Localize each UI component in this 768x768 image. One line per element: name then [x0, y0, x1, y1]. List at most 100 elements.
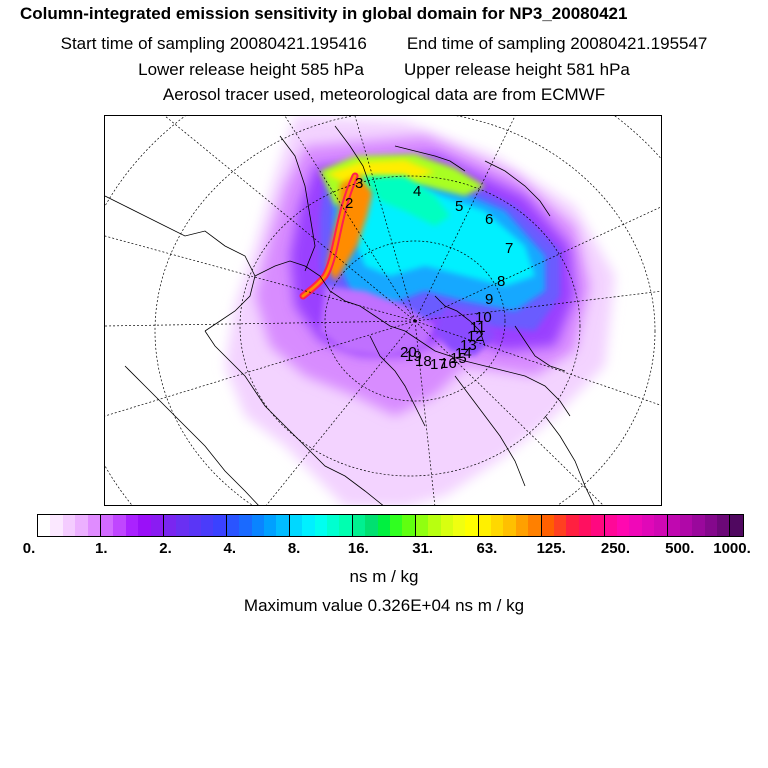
start-time: Start time of sampling 20080421.195416 — [60, 34, 367, 53]
colorbar-segment — [717, 515, 730, 536]
trajectory-label: 20 — [400, 344, 417, 361]
colorbar-segment — [326, 515, 340, 536]
colorbar-segment — [239, 515, 252, 536]
trajectory-label: 7 — [505, 240, 513, 257]
trajectory-label: 12 — [467, 328, 484, 345]
colorbar-segment — [213, 515, 226, 536]
release-heights: Lower release height 585 hPa Upper releas… — [0, 60, 768, 80]
graticule — [105, 116, 661, 505]
colorbar-segment — [566, 515, 579, 536]
trajectory-label: 14 — [455, 345, 472, 362]
colorbar-tick-label: 250. — [600, 540, 631, 557]
trajectory-label: 15 — [450, 350, 467, 367]
trajectory-label: 3 — [355, 175, 363, 192]
colorbar-segment — [162, 515, 177, 536]
colorbar-segment — [503, 515, 516, 536]
colorbar-segment — [62, 515, 76, 536]
colorbar-units: ns m / kg — [349, 567, 419, 586]
colorbar-segment — [138, 515, 151, 536]
colorbar-segment — [440, 515, 453, 536]
trajectory-label: 16 — [440, 355, 457, 372]
colorbar-segment — [176, 515, 189, 536]
colorbar-segment — [314, 515, 327, 536]
colorbar-segment — [540, 515, 555, 536]
colorbar-segment — [225, 515, 240, 536]
colorbar-segment — [428, 515, 441, 536]
trajectory-label: 17 — [430, 356, 447, 373]
map-panel: 2 3 4 5 6 7 8 9 10 11 12 13 14 15 16 17 18 19 20 — [104, 115, 662, 506]
colorbar-ticks: 0. 1. 2. 4. 8. 16. 31. 63. 125. 250. 500. 1000. — [0, 540, 768, 562]
colorbar-tick-label: 125. — [536, 540, 566, 557]
sensitivity-field — [225, 116, 615, 505]
colorbar-segment — [201, 515, 214, 536]
colorbar-segment — [654, 515, 667, 536]
colorbar-segment — [729, 515, 743, 536]
colorbar-segment — [38, 515, 51, 536]
trajectory-label: 10 — [475, 309, 492, 326]
colorbar-segment — [641, 515, 655, 536]
tracer-info: Aerosol tracer used, meteorological data… — [162, 85, 606, 104]
trajectory-label: 8 — [497, 273, 505, 290]
colorbar-segment — [125, 515, 139, 536]
end-time: End time of sampling 20080421.195547 — [406, 34, 708, 53]
colorbar-segment — [87, 515, 100, 536]
trajectory-label: 2 — [345, 195, 353, 212]
colorbar-segment — [616, 515, 630, 536]
colorbar-tick-label: 4. — [223, 540, 237, 557]
colorbar-tick-label: 63. — [476, 540, 498, 557]
maximum-value: Maximum value 0.326E+04 ns m / kg — [243, 596, 525, 615]
colorbar-tick-label: 1. — [95, 540, 108, 557]
upper-release-height: Upper release height 581 hPa — [404, 60, 630, 79]
colorbar-tick-label: 0. — [22, 540, 36, 557]
colorbar-segment — [75, 515, 88, 536]
trajectory-label: 18 — [415, 353, 432, 370]
coastlines — [105, 125, 595, 505]
colorbar-tick-label: 8. — [287, 540, 301, 557]
colorbar-segment — [591, 515, 604, 536]
colorbar-segment — [679, 515, 693, 536]
colorbar-segment — [264, 515, 277, 536]
colorbar-tick-label: 500. — [665, 540, 695, 557]
trajectory-label: 19 — [405, 348, 422, 365]
colorbar-segment — [452, 515, 466, 536]
colorbar-segment — [692, 515, 705, 536]
trajectory-band — [299, 172, 359, 300]
colorbar-tick-label: 2. — [159, 540, 172, 557]
colorbar-segment — [629, 515, 642, 536]
trajectory-label: 9 — [485, 291, 493, 308]
colorbar-segment — [377, 515, 390, 536]
colorbar-segment — [113, 515, 126, 536]
colorbar-segment — [578, 515, 592, 536]
colorbar-segment — [477, 515, 492, 536]
colorbar-segment — [150, 515, 163, 536]
trajectory-label: 4 — [413, 183, 421, 200]
map-title: Column-integrated emission sensitivity i… — [20, 4, 628, 23]
colorbar-tick-label: 16. — [347, 540, 369, 557]
colorbar-segment — [365, 515, 378, 536]
colorbar-segment — [339, 515, 352, 536]
colorbar-segment — [515, 515, 529, 536]
colorbar-segment — [414, 515, 429, 536]
trajectory-label: 11 — [470, 319, 486, 336]
colorbar-segment — [704, 515, 718, 536]
colorbar — [37, 514, 744, 537]
colorbar-segment — [351, 515, 366, 536]
colorbar-segment — [188, 515, 202, 536]
colorbar-segment — [251, 515, 265, 536]
colorbar-segment — [99, 515, 114, 536]
colorbar-segment — [603, 515, 617, 536]
trajectory-label: 13 — [460, 337, 477, 354]
trajectory-label: 6 — [485, 211, 493, 228]
colorbar-tick-label: 31. — [412, 540, 434, 557]
trajectory-label: 5 — [455, 198, 463, 215]
colorbar-segment — [276, 515, 289, 536]
colorbar-tick-label: 1000. — [713, 540, 751, 557]
colorbar-segment — [491, 515, 504, 536]
colorbar-segment — [465, 515, 478, 536]
colorbar-segment — [288, 515, 303, 536]
colorbar-segment — [389, 515, 403, 536]
colorbar-segment — [554, 515, 567, 536]
colorbar-segment — [528, 515, 541, 536]
